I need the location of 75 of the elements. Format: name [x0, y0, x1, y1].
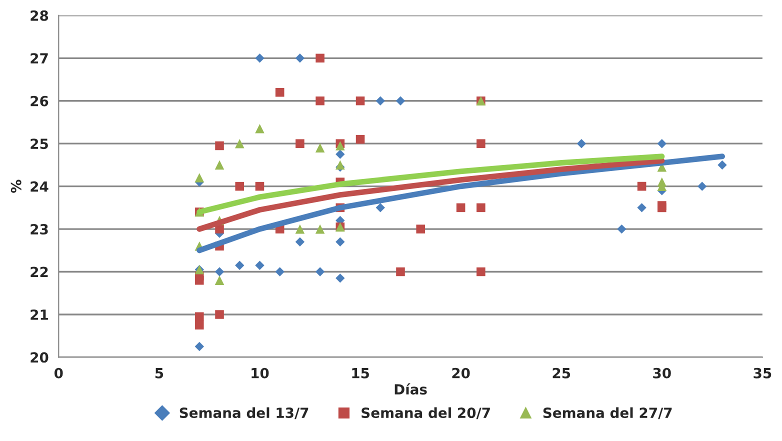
point	[396, 96, 406, 106]
point	[235, 260, 244, 270]
point	[296, 139, 304, 148]
point	[356, 134, 365, 144]
point	[275, 267, 284, 276]
y-tick-label: 22	[30, 266, 48, 278]
point	[336, 150, 345, 159]
point	[295, 224, 305, 234]
legend-label: Semana del 20/7	[362, 407, 490, 420]
point	[316, 54, 324, 63]
y-tick-label: 23	[30, 224, 48, 235]
point	[376, 203, 385, 212]
y-axis-title: %	[10, 180, 22, 193]
point	[214, 276, 224, 285]
point	[195, 320, 204, 330]
point	[658, 201, 666, 210]
point	[234, 138, 244, 148]
x-tick-label: 30	[653, 368, 671, 378]
point	[476, 267, 486, 276]
x-tick-label: 20	[452, 368, 470, 378]
y-tick-label: 25	[30, 138, 48, 150]
point	[255, 260, 264, 270]
point	[315, 224, 325, 234]
point	[214, 160, 224, 170]
point	[336, 237, 345, 246]
point	[316, 96, 324, 106]
x-tick-label: 10	[252, 368, 269, 378]
point	[657, 138, 667, 148]
point	[215, 224, 224, 234]
point	[637, 203, 646, 212]
point	[698, 182, 707, 191]
point	[275, 88, 284, 97]
point	[235, 182, 244, 191]
y-tick-label: 21	[30, 309, 48, 320]
y-tick-label: 24	[30, 181, 48, 192]
point	[255, 124, 264, 134]
point	[336, 274, 345, 283]
point	[476, 203, 486, 212]
point	[637, 182, 646, 191]
point	[295, 237, 305, 246]
point	[456, 203, 466, 212]
x-axis-title: Días	[394, 383, 427, 395]
x-tick-label: 5	[155, 368, 164, 378]
point	[396, 267, 405, 276]
x-tick-label: 25	[552, 368, 570, 378]
point	[214, 267, 224, 276]
point	[376, 96, 385, 106]
point	[336, 141, 345, 150]
point	[336, 160, 345, 170]
y-tick-label: 20	[30, 352, 48, 363]
x-tick-label: 0	[54, 368, 63, 378]
point	[617, 224, 626, 234]
point	[718, 160, 727, 170]
point	[356, 96, 365, 106]
point	[194, 173, 204, 182]
point	[295, 54, 305, 63]
point	[576, 138, 586, 148]
point	[194, 342, 204, 352]
y-tick-label: 28	[30, 10, 48, 21]
point	[416, 224, 425, 234]
x-tick-label: 35	[754, 368, 772, 378]
point	[255, 182, 264, 191]
point	[195, 276, 204, 285]
point	[315, 143, 325, 153]
point	[476, 139, 486, 148]
point	[215, 141, 224, 150]
legend-label: Semana del 27/7	[543, 407, 672, 420]
point	[315, 267, 325, 276]
point	[195, 312, 204, 322]
point	[255, 54, 264, 63]
y-tick-label: 26	[30, 96, 48, 106]
y-tick-label: 27	[30, 53, 48, 64]
point	[215, 310, 224, 319]
x-tick-label: 15	[352, 368, 369, 378]
legend-label: Semana del 13/7	[180, 407, 308, 420]
